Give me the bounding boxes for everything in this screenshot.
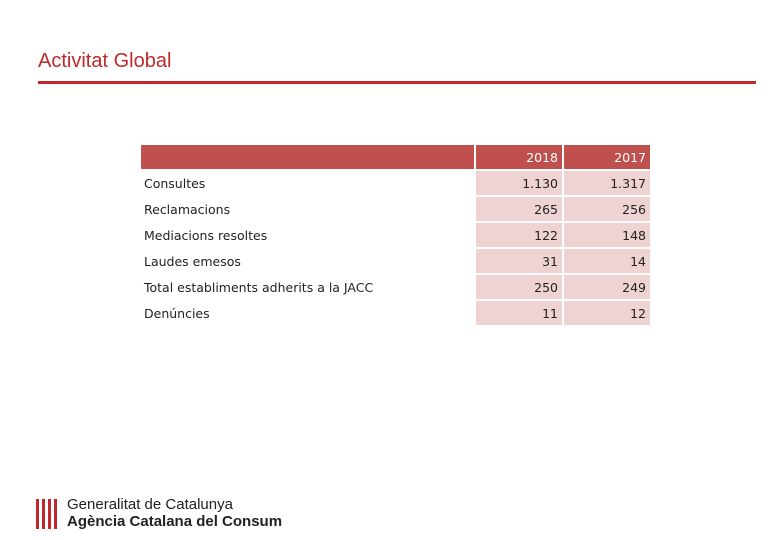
value-2018: 31 [474,249,562,275]
header-label-cell [141,145,474,171]
value-2018: 1.130 [474,171,562,197]
activity-table: 2018 2017 Consultes 1.130 1.317 Reclamac… [141,145,650,327]
table-row: Mediacions resoltes 122 148 [141,223,650,249]
row-label: Consultes [141,171,474,197]
value-2017: 256 [562,197,650,223]
value-2017: 1.317 [562,171,650,197]
row-label: Mediacions resoltes [141,223,474,249]
table-row: Consultes 1.130 1.317 [141,171,650,197]
title-underline [38,81,756,84]
logo-line-generalitat: Generalitat de Catalunya [67,496,233,513]
value-2018: 122 [474,223,562,249]
value-2018: 265 [474,197,562,223]
logo-wordmark: Generalitat de Catalunya Agència Catalan… [67,496,283,531]
table-row: Laudes emesos 31 14 [141,249,650,275]
table-header-row: 2018 2017 [141,145,650,171]
logo-line-agency: Agència Catalana del Consum [67,513,283,530]
value-2018: 11 [474,301,562,327]
table-row: Denúncies 11 12 [141,301,650,327]
slide-title: Activitat Global [38,50,172,72]
row-label: Laudes emesos [141,249,474,275]
header-year-2017: 2017 [562,145,650,171]
header-year-2018: 2018 [474,145,562,171]
value-2017: 14 [562,249,650,275]
value-2017: 148 [562,223,650,249]
value-2017: 12 [562,301,650,327]
value-2018: 250 [474,275,562,301]
row-label: Reclamacions [141,197,474,223]
catalan-flag-icon [34,497,60,530]
value-2017: 249 [562,275,650,301]
table-row: Reclamacions 265 256 [141,197,650,223]
generalitat-logo: Generalitat de Catalunya Agència Catalan… [34,497,282,530]
table-row: Total establiments adherits a la JACC 25… [141,275,650,301]
row-label: Denúncies [141,301,474,327]
row-label: Total establiments adherits a la JACC [141,275,474,301]
